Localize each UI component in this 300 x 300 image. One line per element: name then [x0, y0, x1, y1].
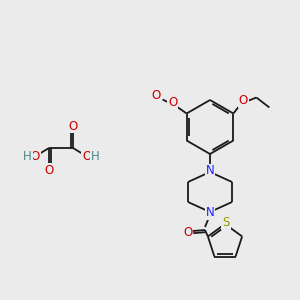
Text: O: O	[168, 96, 177, 109]
Text: O: O	[82, 151, 91, 164]
Text: N: N	[206, 206, 214, 220]
Text: O: O	[44, 164, 54, 176]
Text: S: S	[222, 217, 230, 230]
Text: O: O	[183, 226, 193, 238]
Text: O: O	[239, 94, 248, 107]
Text: O: O	[151, 89, 160, 102]
Text: O: O	[31, 151, 40, 164]
Text: H: H	[91, 149, 100, 163]
Text: H: H	[23, 149, 32, 163]
Text: O: O	[68, 119, 78, 133]
Text: N: N	[206, 164, 214, 178]
